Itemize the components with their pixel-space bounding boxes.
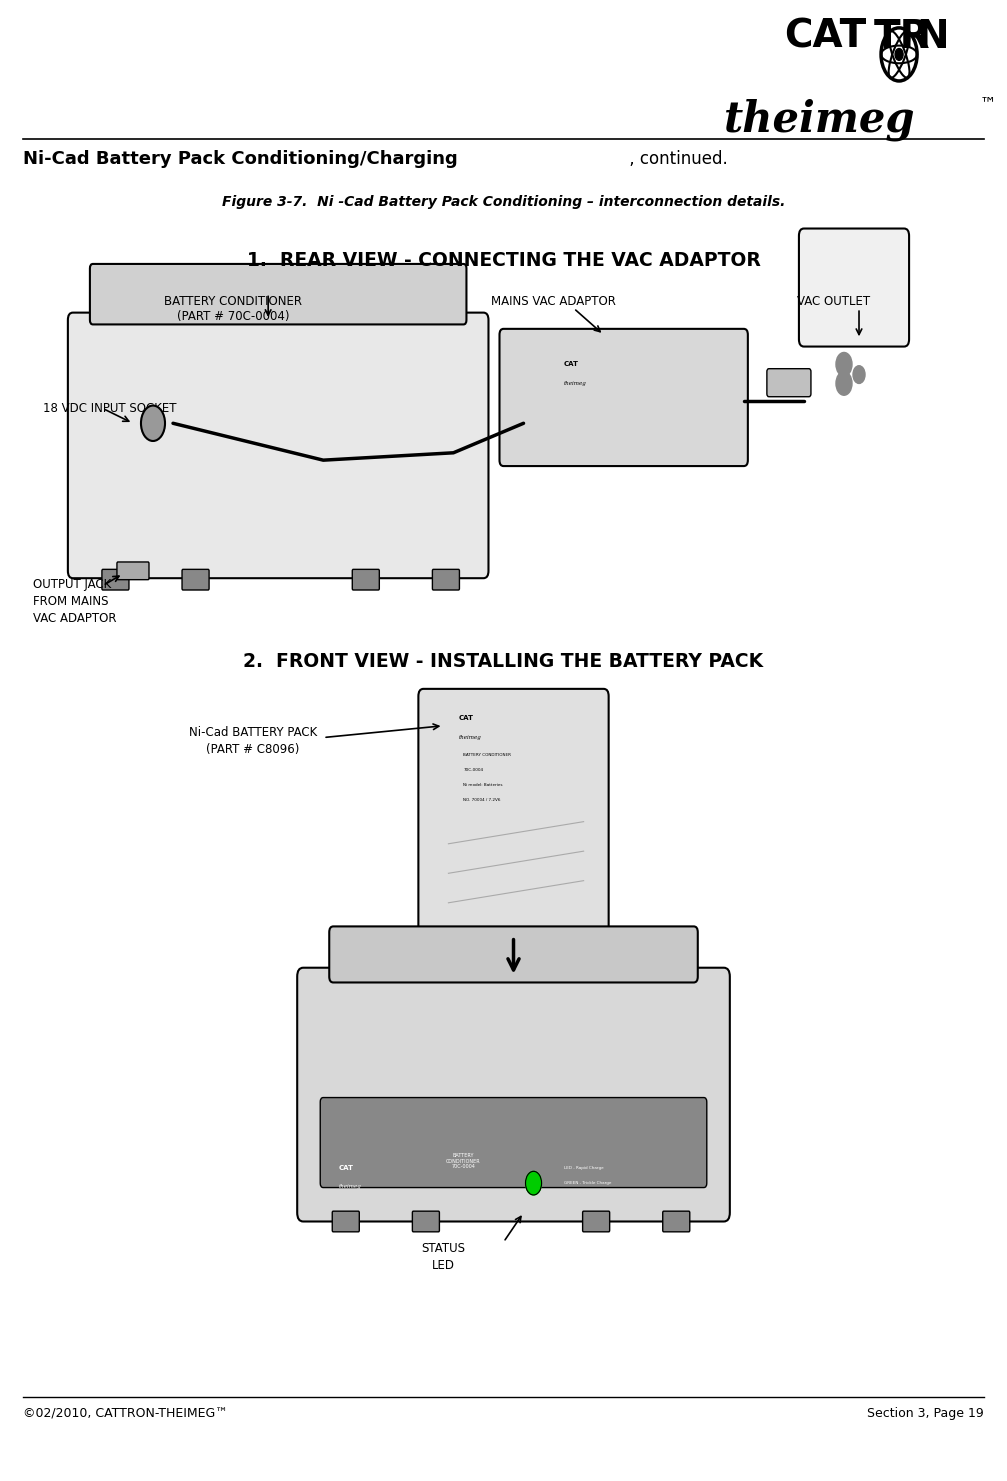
Text: , continued.: , continued. [623,151,727,169]
Text: BATTERY CONDITIONER
(PART # 70C-0004): BATTERY CONDITIONER (PART # 70C-0004) [164,295,302,323]
FancyBboxPatch shape [182,569,209,589]
Text: Section 3, Page 19: Section 3, Page 19 [867,1407,984,1420]
FancyBboxPatch shape [102,569,129,589]
Circle shape [895,49,903,61]
FancyBboxPatch shape [663,1211,690,1232]
FancyBboxPatch shape [413,1211,439,1232]
Text: N: N [916,18,949,55]
Circle shape [853,366,865,384]
Text: theimeg: theimeg [724,99,915,141]
Circle shape [141,406,165,441]
Text: BATTERY CONDITIONER: BATTERY CONDITIONER [463,754,512,757]
Text: STATUS
LED: STATUS LED [421,1243,465,1272]
Circle shape [526,1171,542,1195]
FancyBboxPatch shape [297,967,730,1222]
FancyBboxPatch shape [352,569,380,589]
Text: CAT: CAT [564,361,579,367]
FancyBboxPatch shape [799,228,909,347]
FancyBboxPatch shape [332,1211,359,1232]
Text: ™: ™ [979,95,996,113]
Text: 1.  REAR VIEW - CONNECTING THE VAC ADAPTOR: 1. REAR VIEW - CONNECTING THE VAC ADAPTO… [247,250,760,270]
FancyBboxPatch shape [117,561,149,579]
FancyBboxPatch shape [499,329,748,467]
Text: LED - Rapid Charge: LED - Rapid Charge [564,1167,603,1170]
Text: GREEN - Trickle Charge: GREEN - Trickle Charge [564,1182,611,1185]
Text: CAT: CAT [458,715,473,721]
Text: 2.  FRONT VIEW - INSTALLING THE BATTERY PACK: 2. FRONT VIEW - INSTALLING THE BATTERY P… [244,652,763,671]
Text: OUTPUT JACK
FROM MAINS
VAC ADAPTOR: OUTPUT JACK FROM MAINS VAC ADAPTOR [33,578,117,625]
Text: theimeg: theimeg [458,735,481,740]
FancyBboxPatch shape [320,1097,707,1188]
Text: theimeg: theimeg [338,1183,362,1189]
Text: 70C-0004: 70C-0004 [463,769,483,772]
Text: Figure 3-7.  Ni -Cad Battery Pack Conditioning – interconnection details.: Figure 3-7. Ni -Cad Battery Pack Conditi… [222,194,785,209]
Text: MAINS VAC ADAPTOR: MAINS VAC ADAPTOR [491,295,616,308]
FancyBboxPatch shape [67,312,488,578]
FancyBboxPatch shape [583,1211,609,1232]
Text: Ni-Cad BATTERY PACK
(PART # C8096): Ni-Cad BATTERY PACK (PART # C8096) [189,726,317,755]
Text: 18 VDC INPUT SOCKET: 18 VDC INPUT SOCKET [43,401,176,415]
Text: TR: TR [874,18,930,55]
Text: VAC OUTLET: VAC OUTLET [798,295,870,308]
Text: ©02/2010, CATTRON-THEIMEG™: ©02/2010, CATTRON-THEIMEG™ [23,1407,228,1420]
Text: Ni model: Batteries: Ni model: Batteries [463,783,502,786]
FancyBboxPatch shape [432,569,459,589]
Circle shape [836,372,852,395]
Text: NO. 70004 / 7.2V6: NO. 70004 / 7.2V6 [463,797,500,801]
FancyBboxPatch shape [90,264,466,324]
Circle shape [836,352,852,376]
Text: Ni-Cad Battery Pack Conditioning/Charging: Ni-Cad Battery Pack Conditioning/Chargin… [23,151,457,169]
FancyBboxPatch shape [767,369,811,397]
FancyBboxPatch shape [329,927,698,982]
Text: BATTERY
CONDITIONER
70C-0004: BATTERY CONDITIONER 70C-0004 [446,1152,480,1170]
Text: theimeg: theimeg [564,381,586,387]
FancyBboxPatch shape [418,689,608,939]
Text: CAT: CAT [338,1166,353,1171]
Text: CAT: CAT [783,18,866,55]
